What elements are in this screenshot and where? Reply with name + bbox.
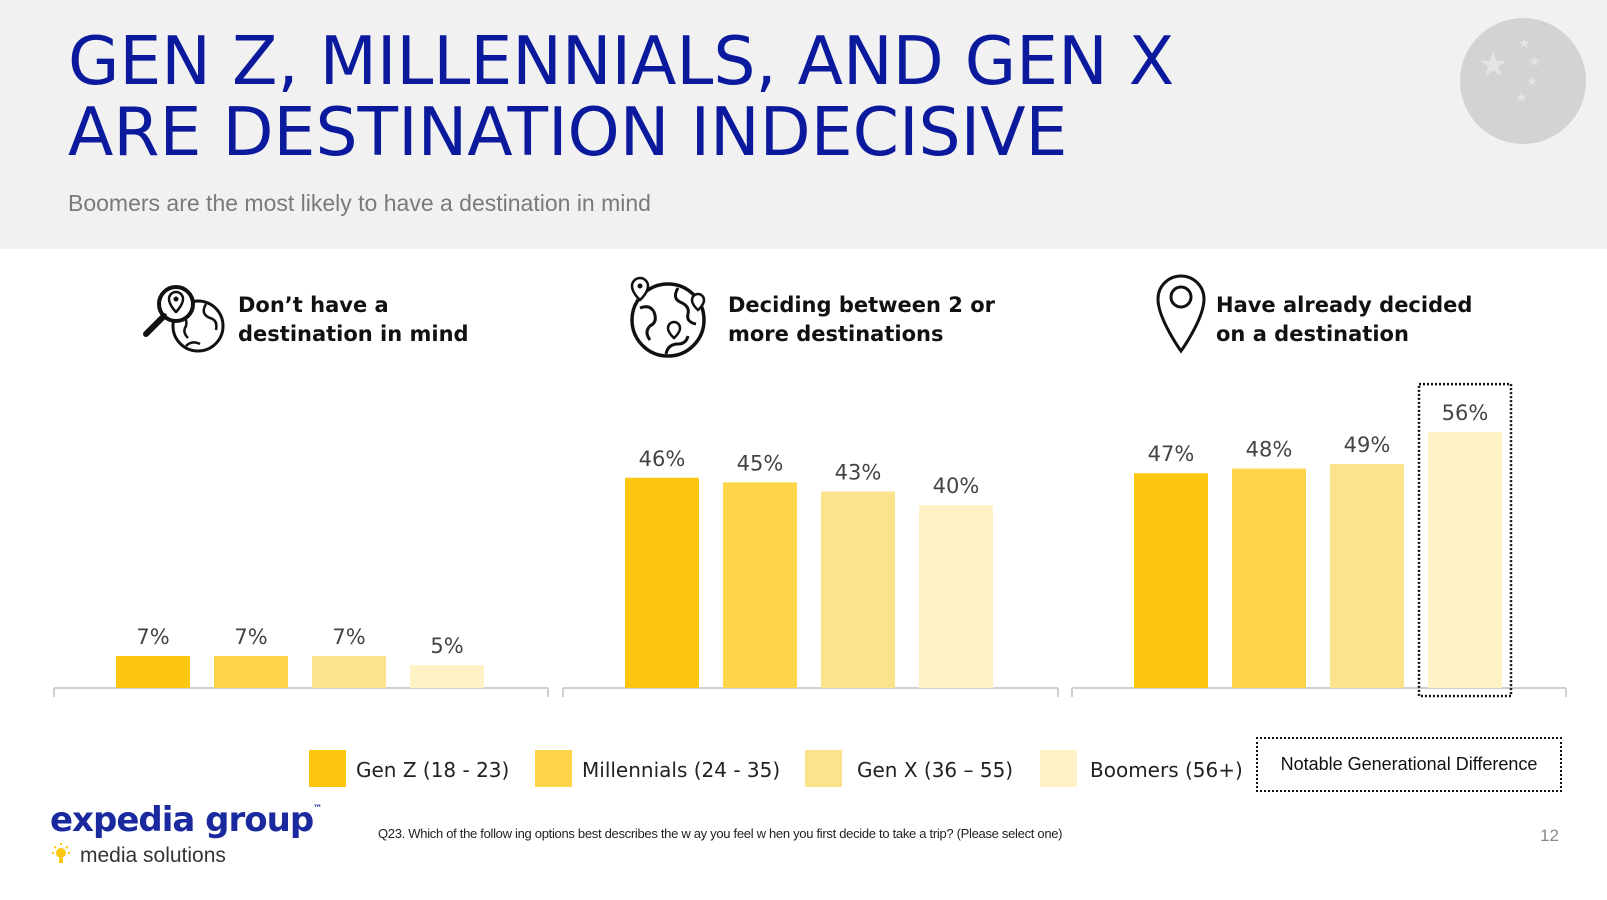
notable-difference-legend: Notable Generational Difference [1256,737,1562,792]
panel-label-line: Have already decided [1216,293,1473,317]
panel-label-deciding: Deciding between 2 or more destinations [728,291,995,349]
legend-swatch-gen-z [309,750,346,787]
bar [214,656,288,688]
panel-label-line: Deciding between 2 or [728,293,996,317]
data-label: 46% [639,447,686,471]
logo-trademark: ™ [313,804,322,814]
lightbulb-icon [52,843,70,863]
data-label: 47% [1148,442,1195,466]
data-label: 40% [933,474,980,498]
bar [821,491,895,688]
bar [1134,473,1208,688]
legend-label-millennials: Millennials (24 - 35) [582,758,781,782]
globe-pins-icon [630,276,706,358]
title-line-2: ARE DESTINATION INDECISIVE [68,93,1068,171]
flag-emblem: ★ ★ ★ ★ ★ [1460,18,1586,144]
panel-label-line: more destinations [728,322,944,346]
panel-label-line: destination in mind [238,322,469,346]
flag-star-icon: ★ [1515,89,1528,105]
expedia-group-logo: expedia group™ media solutions [50,800,322,867]
logo-main-text: expedia group [50,800,314,840]
footnote: Q23. Which of the follow ing options bes… [378,826,1063,841]
page-number: 12 [1540,826,1559,845]
legend-swatch-boomers [1040,750,1077,787]
bar [919,505,993,688]
flag-star-icon: ★ [1528,53,1541,69]
data-label: 49% [1344,433,1391,457]
legend-label-gen-z: Gen Z (18 - 23) [356,758,510,782]
bar [1330,464,1404,688]
data-label: 48% [1246,438,1293,462]
panel-label-no-destination: Don’t have a destination in mind [238,291,469,349]
magnifier-globe-icon [143,285,225,353]
data-label: 5% [430,634,463,658]
panel-label-decided: Have already decided on a destination [1216,291,1472,349]
legend-label-gen-x: Gen X (36 – 55) [857,758,1014,782]
title-line-1: GEN Z, MILLENNIALS, AND GEN X [68,22,1175,100]
logo-subtitle: media solutions [80,844,226,867]
bar [410,665,484,688]
flag-star-icon: ★ [1526,73,1539,89]
header-band: GEN Z, MILLENNIALS, AND GEN X ARE DESTIN… [0,0,1607,249]
page-title: GEN Z, MILLENNIALS, AND GEN X ARE DESTIN… [68,26,1174,168]
bar [116,656,190,688]
panel-label-line: Don’t have a [238,293,389,317]
panel-label-line: on a destination [1216,322,1409,346]
bar [312,656,386,688]
bar [625,477,699,688]
location-pin-icon [1156,274,1206,354]
bar [723,482,797,688]
data-label: 56% [1442,401,1489,425]
bar [1428,432,1502,688]
flag-star-icon: ★ [1478,46,1509,84]
data-label: 7% [332,625,365,649]
legend-swatch-gen-x [805,750,842,787]
data-label: 43% [835,460,882,484]
page-subtitle: Boomers are the most likely to have a de… [68,190,651,216]
legend-swatch-millennials [535,750,572,787]
bar [1232,468,1306,688]
data-label: 45% [737,451,784,475]
highlight-box [1417,382,1513,698]
data-label: 7% [234,625,267,649]
flag-star-icon: ★ [1518,35,1531,51]
legend-label-boomers: Boomers (56+) [1090,758,1243,782]
logo-wordmark: expedia group™ [50,800,322,840]
data-label: 7% [136,625,169,649]
